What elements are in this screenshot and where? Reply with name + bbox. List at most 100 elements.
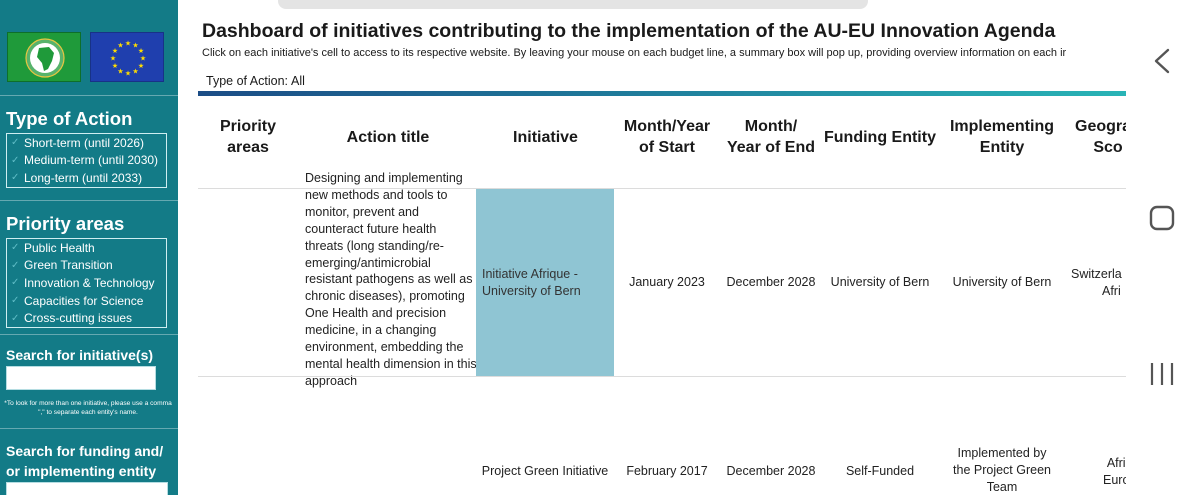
eu-star-icon: ★ [138, 47, 144, 55]
filter-item-green-transition[interactable]: ✓ Green Transition [7, 257, 166, 275]
filter-indicator-label: Type of Action: [206, 74, 288, 88]
geographic-scope-cell[interactable]: Switzerla Afri [1071, 189, 1126, 376]
check-icon: ✓ [11, 295, 20, 307]
filter-item-label: Capacities for Science [24, 293, 144, 308]
eu-star-icon: ★ [112, 62, 118, 70]
filter-item-long-term[interactable]: ✓ Long-term (until 2033) [7, 169, 166, 187]
funding-entity-cell[interactable]: Self-Funded [823, 445, 937, 495]
row-divider [198, 188, 1126, 189]
recent-apps-icon[interactable] [1146, 357, 1180, 391]
check-icon: ✓ [11, 312, 20, 324]
col-header-priority-areas[interactable]: Priority areas [208, 115, 288, 159]
funding-entity-value: University of Bern [830, 275, 930, 289]
end-cell[interactable]: December 2028 [721, 445, 821, 495]
sidebar-divider [0, 428, 178, 429]
search-entity-input[interactable] [6, 482, 168, 495]
col-header-start[interactable]: Month/Year of Start [615, 115, 719, 159]
search-initiatives-input[interactable] [6, 366, 156, 390]
geographic-scope-cell[interactable]: Afri Euro [1103, 452, 1126, 492]
implementing-line: the Project Green [953, 462, 1051, 477]
filter-item-short-term[interactable]: ✓ Short-term (until 2026) [7, 134, 166, 152]
col-header-funding-entity[interactable]: Funding Entity [823, 115, 937, 159]
eu-star-icon: ★ [138, 62, 144, 70]
eu-star-icon: ★ [117, 68, 123, 76]
col-header-initiative[interactable]: Initiative [478, 115, 613, 159]
col-header-line: Priority [219, 118, 276, 135]
start-cell[interactable]: February 2017 [615, 445, 719, 495]
eu-star-icon: ★ [117, 42, 123, 50]
col-header-line: Month/ [744, 118, 798, 135]
page-subtitle: Click on each initiative's cell to acces… [202, 47, 1067, 59]
initiative-cell-link[interactable]: Project Green Initiative [476, 445, 614, 495]
col-header-line: of Start [638, 139, 695, 156]
implementing-line: Implemented by [957, 445, 1047, 460]
priority-areas-heading: Priority areas [6, 213, 125, 234]
col-header-line: Entity [979, 139, 1025, 156]
filter-item-cross-cutting[interactable]: ✓ Cross-cutting issues [7, 309, 166, 327]
geo-value-line: Afri [1101, 283, 1121, 298]
check-icon: ✓ [11, 242, 20, 254]
filter-item-public-health[interactable]: ✓ Public Health [7, 239, 166, 257]
col-header-line: Geogra [1075, 118, 1126, 135]
top-scroll-strip [278, 0, 868, 9]
european-union-logo: ★ ★ ★ ★ ★ ★ ★ ★ ★ ★ ★ ★ [90, 32, 164, 82]
check-icon: ✓ [11, 277, 20, 289]
type-of-action-indicator: Type of Action: All [206, 74, 305, 88]
col-header-line: Action title [346, 128, 430, 146]
geo-value-line: Switzerla [1071, 266, 1122, 281]
filter-indicator-value: All [291, 74, 305, 88]
filter-item-capacities-science[interactable]: ✓ Capacities for Science [7, 292, 166, 310]
type-of-action-heading: Type of Action [6, 108, 133, 129]
check-icon: ✓ [11, 137, 20, 149]
col-header-implementing-entity[interactable]: Implementing Entity [943, 115, 1061, 159]
eu-star-icon: ★ [132, 42, 138, 50]
col-header-end[interactable]: Month/Year of End [721, 115, 821, 159]
eu-star-icon: ★ [110, 55, 116, 63]
sidebar-divider [0, 200, 178, 201]
check-icon: ✓ [11, 172, 20, 184]
col-header-line: Initiative [513, 128, 578, 146]
eu-star-icon: ★ [112, 47, 118, 55]
col-header-line: Funding Entity [824, 128, 936, 146]
initiative-cell-link[interactable]: Initiative Afrique - University of Bern [476, 189, 614, 376]
start-cell[interactable]: January 2023 [615, 189, 719, 376]
implementing-entity-cell[interactable]: Implemented by the Project Green Team [943, 444, 1061, 495]
check-icon: ✓ [11, 259, 20, 271]
filter-item-label: Green Transition [24, 258, 113, 273]
end-cell[interactable]: December 2028 [721, 189, 821, 376]
start-value: February 2017 [626, 463, 708, 478]
start-value: January 2023 [629, 275, 705, 289]
implementing-entity-cell[interactable]: University of Bern [943, 189, 1061, 376]
col-header-line: Implementing [949, 118, 1054, 135]
implementing-entity-value: University of Bern [952, 275, 1052, 289]
filter-item-medium-term[interactable]: ✓ Medium-term (until 2030) [7, 152, 166, 170]
filter-item-label: Short-term (until 2026) [24, 135, 145, 150]
eu-star-icon: ★ [132, 68, 138, 76]
funding-entity-cell[interactable]: University of Bern [823, 189, 937, 376]
priority-areas-filter: ✓ Public Health ✓ Green Transition ✓ Innova… [6, 238, 167, 328]
search-entity-label-line1: Search for funding and/ [6, 443, 164, 459]
action-title-cell: Designing and implementing new methods a… [305, 171, 477, 388]
back-chevron-icon[interactable] [1146, 44, 1180, 78]
end-value: December 2028 [726, 275, 816, 289]
eu-star-icon: ★ [125, 40, 131, 48]
filter-item-label: Innovation & Technology [24, 275, 155, 290]
filter-item-innovation-technology[interactable]: ✓ Innovation & Technology [7, 274, 166, 292]
search-note: *To look for more than one initiative, p… [4, 400, 172, 416]
home-square-icon[interactable] [1146, 201, 1180, 235]
african-union-logo [7, 32, 81, 82]
sidebar-divider [0, 95, 178, 96]
android-navigation-bar [1126, 0, 1200, 495]
col-header-action-title[interactable]: Action title [308, 115, 468, 159]
search-entity-label-line2: or implementing entity [6, 463, 157, 479]
col-header-line: Sco [1093, 139, 1123, 156]
filter-item-label: Long-term (until 2033) [24, 170, 143, 185]
eu-star-icon: ★ [125, 70, 131, 78]
page-title: Dashboard of initiatives contributing to… [202, 20, 1056, 42]
col-header-line: Year of End [726, 139, 816, 156]
col-header-geographic-scope[interactable]: Geogra Sco [1075, 115, 1126, 159]
sidebar-divider [0, 334, 178, 335]
initiative-cell-text: Project Green Initiative [481, 463, 609, 478]
type-of-action-filter: ✓ Short-term (until 2026) ✓ Medium-term (u… [6, 133, 167, 188]
geo-value-line: Afri [1106, 456, 1126, 470]
